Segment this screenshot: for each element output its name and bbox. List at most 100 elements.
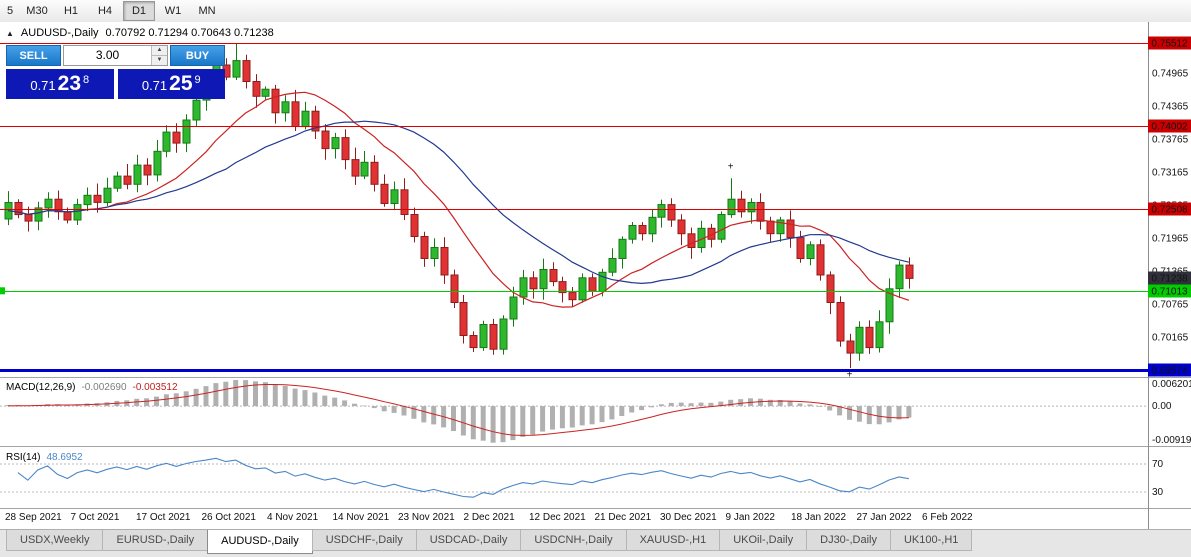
volume-value[interactable]: 3.00 [95,48,120,62]
buy-price-pip: 9 [194,74,201,86]
price-tag-0.75512: 0.75512 [1148,36,1191,50]
timeframe-toolbar: 5 M30 H1 H4 D1 W1 MN [0,0,1191,23]
tab-uk100-h1[interactable]: UK100-,H1 [889,530,973,551]
svg-text:0.71238: 0.71238 [1151,274,1188,285]
tab-usdchf-daily[interactable]: USDCHF-,Daily [311,530,417,551]
svg-text:0.74365: 0.74365 [1152,102,1189,113]
price-tag-0.69574: 0.69574 [1148,363,1191,377]
current-price-tag: 0.71238 [1148,271,1191,285]
pane-separators [0,22,1191,530]
sell-price-pip: 8 [83,74,90,86]
svg-text:7 Oct 2021: 7 Oct 2021 [71,512,120,523]
macd-histogram [5,380,912,443]
svg-text:0.73165: 0.73165 [1152,168,1189,179]
chart-tabs-bar: USDX,Weekly EURUSD-,Daily AUDUSD-,Daily USD… [0,529,1191,557]
svg-text:0.69574: 0.69574 [1151,366,1188,377]
timeframe-d1[interactable]: D1 [123,1,155,21]
timeframe-h4[interactable]: H4 [97,5,113,17]
buy-price-base: 0.71 [141,78,168,93]
volume-arrows: ▲ ▼ [151,46,167,65]
svg-text:21 Dec 2021: 21 Dec 2021 [595,512,652,523]
timeframe-mn[interactable]: MN [198,5,216,17]
tab-audusd-daily[interactable]: AUDUSD-,Daily [207,530,313,554]
svg-text:0.70165: 0.70165 [1152,332,1189,343]
svg-text:18 Jan 2022: 18 Jan 2022 [791,512,846,523]
tab-usdcad-daily[interactable]: USDCAD-,Daily [415,530,522,551]
volume-stepper[interactable]: 3.00 ▲ ▼ [63,45,168,66]
svg-text:0.74965: 0.74965 [1152,69,1189,80]
svg-text:23 Nov 2021: 23 Nov 2021 [398,512,455,523]
svg-text:+: + [728,162,734,173]
date-axis: 28 Sep 2021 7 Oct 2021 17 Oct 2021 26 Oct 2… [5,512,973,523]
chart-header: ▲ AUDUSD-,Daily 0.70792 0.71294 0.70643 … [6,27,274,39]
macd-value-signal: -0.003512 [132,382,178,393]
symbol-marker-icon: ▲ [6,28,14,38]
svg-text:-0.009191: -0.009191 [1152,435,1191,446]
svg-text:17 Oct 2021: 17 Oct 2021 [136,512,191,523]
tab-dj30-daily[interactable]: DJ30-,Daily [806,530,891,551]
svg-text:30 Dec 2021: 30 Dec 2021 [660,512,717,523]
rsi-indicator-label: RSI(14) 48.6952 [6,452,83,463]
svg-text:28 Sep 2021: 28 Sep 2021 [5,512,62,523]
price-tag-0.71013: 0.71013 [1148,284,1191,298]
volume-up-button[interactable]: ▲ [152,46,167,56]
svg-text:0.72508: 0.72508 [1151,205,1188,216]
svg-text:70: 70 [1152,459,1164,470]
svg-text:2 Dec 2021: 2 Dec 2021 [464,512,516,523]
level-left-anchor [0,287,5,295]
chart-symbol-label: AUDUSD-,Daily [20,27,99,39]
one-click-trading-panel: SELL 3.00 ▲ ▼ BUY 0.71 23 8 0.71 [6,45,225,99]
svg-text:26 Oct 2021: 26 Oct 2021 [202,512,257,523]
svg-text:27 Jan 2022: 27 Jan 2022 [857,512,912,523]
macd-signal-line [7,384,909,436]
buy-price-display[interactable]: 0.71 25 9 [117,69,225,99]
svg-text:12 Dec 2021: 12 Dec 2021 [529,512,586,523]
svg-text:0.73765: 0.73765 [1152,135,1189,146]
svg-text:6 Feb 2022: 6 Feb 2022 [922,512,973,523]
tab-eurusd-daily[interactable]: EURUSD-,Daily [102,530,209,551]
macd-indicator-label: MACD(12,26,9) -0.002690 -0.003512 [6,382,178,393]
svg-text:4 Nov 2021: 4 Nov 2021 [267,512,319,523]
chart-markers: ++ [728,162,853,381]
macd-value-main: -0.002690 [81,382,127,393]
ma-slow-line [7,120,910,285]
svg-text:9 Jan 2022: 9 Jan 2022 [726,512,776,523]
svg-text:0.006201: 0.006201 [1152,379,1191,390]
volume-down-button[interactable]: ▼ [152,56,167,65]
svg-text:14 Nov 2021: 14 Nov 2021 [333,512,390,523]
svg-text:0.70765: 0.70765 [1152,299,1189,310]
timeframe-w1[interactable]: W1 [164,5,182,17]
svg-text:0.75512: 0.75512 [1151,39,1188,50]
ma-fast-line [7,91,910,308]
indicator-axis-labels: 0.006201 0.00 -0.009191 70 30 [1152,379,1191,498]
sell-price-base: 0.71 [30,78,56,93]
rsi-line [17,457,909,498]
timeframe-5[interactable]: 5 [6,5,14,17]
rsi-value: 48.6952 [46,452,83,463]
rsi-name: RSI(14) [6,452,41,463]
buy-price-main: 25 [169,72,193,95]
tab-usdx-weekly[interactable]: USDX,Weekly [6,530,104,551]
chart-area[interactable]: ++0.749650.743650.737650.731650.725650.7… [0,22,1191,530]
sell-price-display[interactable]: 0.71 23 8 [6,69,114,99]
timeframe-h1[interactable]: H1 [63,5,79,17]
sell-button[interactable]: SELL [6,45,61,66]
svg-text:0.00: 0.00 [1152,401,1172,412]
svg-text:+: + [847,369,853,380]
price-tag-0.72508: 0.72508 [1148,202,1191,216]
svg-text:30: 30 [1152,487,1164,498]
svg-text:0.71013: 0.71013 [1151,287,1188,298]
svg-text:0.74002: 0.74002 [1151,122,1188,133]
tab-ukoil-daily[interactable]: UKOil-,Daily [719,530,808,551]
sell-price-main: 23 [57,72,82,95]
macd-name: MACD(12,26,9) [6,382,76,393]
price-chart-canvas[interactable]: ++0.749650.743650.737650.731650.725650.7… [0,22,1191,530]
tab-xauusd-h1[interactable]: XAUUSD-,H1 [625,530,721,551]
svg-text:0.71965: 0.71965 [1152,234,1189,245]
timeframe-m30[interactable]: M30 [26,5,48,17]
price-tag-0.74002: 0.74002 [1148,119,1191,133]
tab-usdcnh-daily[interactable]: USDCNH-,Daily [520,530,627,551]
buy-button[interactable]: BUY [170,45,225,66]
chart-ohlc-values: 0.70792 0.71294 0.70643 0.71238 [105,27,274,39]
